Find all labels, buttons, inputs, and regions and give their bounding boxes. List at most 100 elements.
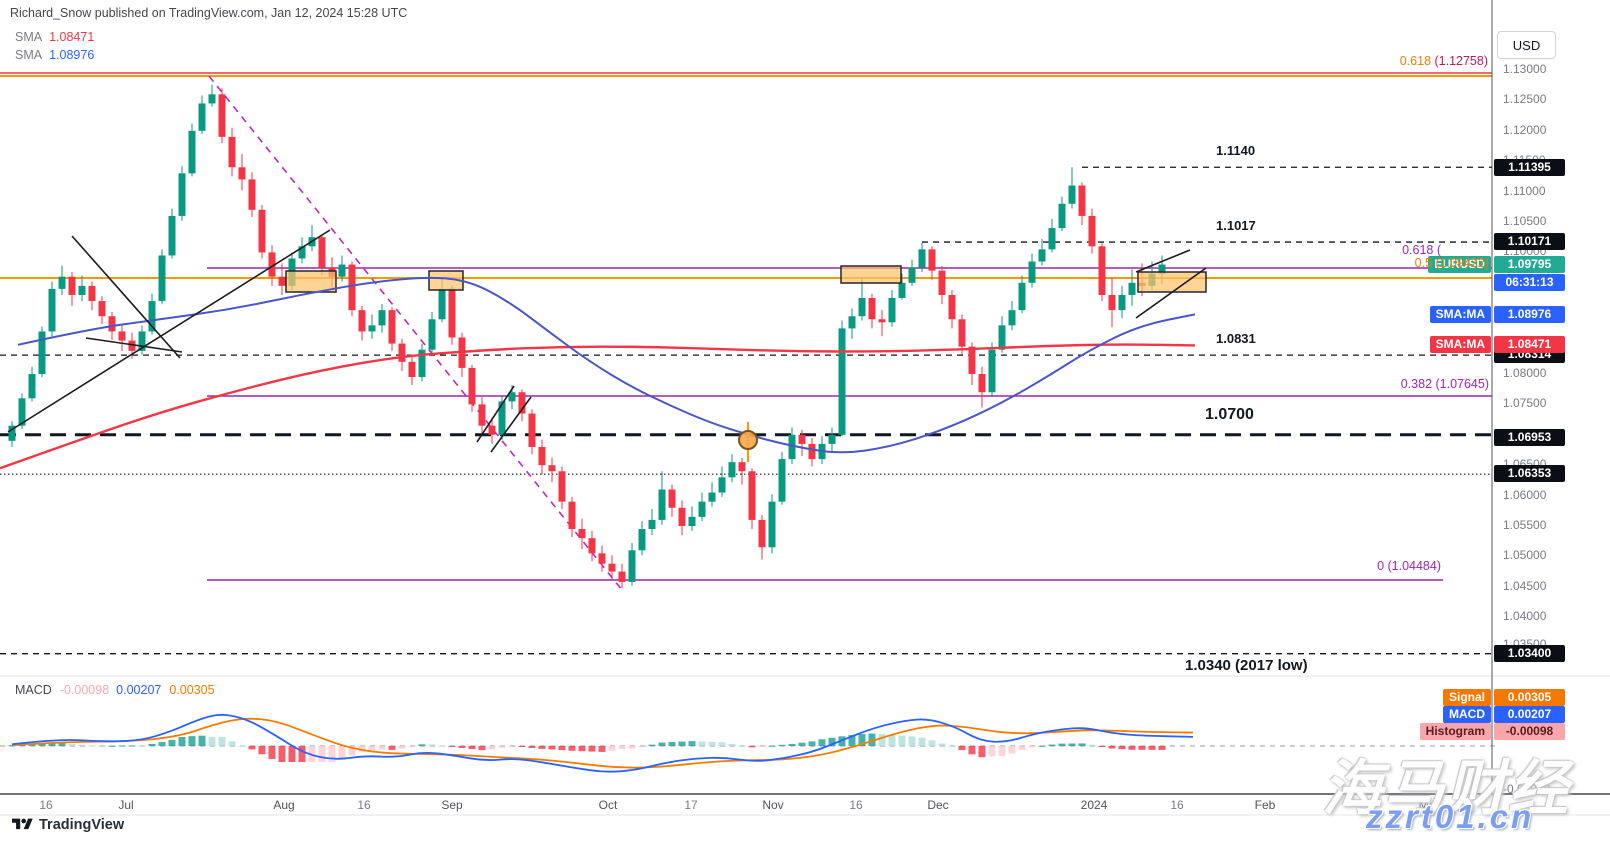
candle-body: [648, 519, 656, 530]
candle-body: [108, 316, 116, 332]
macd-histogram-bar: [808, 741, 816, 746]
macd-histogram-bar: [748, 746, 756, 748]
candle-body: [908, 267, 916, 283]
macd-histogram-bar: [188, 736, 196, 746]
macd-histogram-bar: [708, 741, 716, 746]
price-tick: 1.07500: [1503, 396, 1547, 411]
time-tick: Mar: [1418, 798, 1440, 812]
time-tick: 17: [684, 798, 698, 812]
candle-body: [558, 471, 566, 502]
publish-header: Richard_Snow published on TradingView.co…: [10, 6, 408, 20]
candle-body: [738, 462, 746, 472]
macd-value-label: -0.00098: [1494, 723, 1565, 740]
macd-histogram-bar: [778, 744, 786, 746]
candle-body: [28, 374, 36, 399]
macd-histogram-bar: [718, 742, 726, 746]
macd-histogram-bar: [38, 743, 46, 746]
macd-name-label: MACD: [1443, 706, 1491, 723]
macd-histogram-bar: [678, 741, 686, 746]
candle-body: [258, 209, 266, 253]
time-tick: 16: [849, 798, 863, 812]
candle-body: [468, 367, 476, 405]
macd-histogram-bar: [398, 746, 406, 749]
macd-histogram-bar: [1078, 743, 1086, 746]
candle-body: [128, 340, 136, 351]
candle-body: [348, 264, 356, 311]
candle-body: [188, 130, 196, 174]
macd-signal-value: 0.00305: [169, 683, 215, 697]
candle-body: [488, 425, 496, 435]
macd-histogram-bar: [1058, 743, 1066, 746]
candle-body: [548, 465, 556, 472]
candle-body: [178, 173, 186, 216]
candle-body: [918, 249, 926, 268]
sma-label: SMA: [15, 48, 43, 62]
watermark-url: zzrt01.cn: [1366, 798, 1535, 835]
macd-histogram-bar: [158, 742, 166, 746]
time-tick: 16: [39, 798, 53, 812]
macd-histogram-bar: [78, 744, 86, 746]
candle-body: [218, 94, 226, 137]
macd-histogram-bar: [248, 746, 256, 750]
fib-label: 0.618 (: [1402, 243, 1441, 257]
macd-histogram-bar: [1048, 744, 1056, 746]
macd-histogram-bar: [68, 744, 76, 746]
price-tick: 1.05500: [1503, 518, 1547, 532]
macd-histogram-bar: [1148, 746, 1156, 750]
candle-body: [418, 349, 426, 378]
macd-hist-value: -0.00098: [59, 683, 110, 697]
candle-body: [748, 471, 756, 520]
candle-body: [888, 298, 896, 323]
macd-histogram-bar: [378, 746, 386, 750]
candle-body: [698, 501, 706, 517]
macd-histogram-bar: [588, 746, 596, 752]
macd-label: MACD: [15, 683, 52, 697]
macd-histogram-bar: [478, 746, 486, 751]
level-annotation: 1.0340 (2017 low): [1185, 656, 1308, 674]
macd-histogram-bar: [338, 746, 346, 760]
macd-histogram-bar: [518, 746, 526, 747]
candle-body: [788, 434, 796, 460]
macd-histogram-bar: [388, 746, 396, 750]
macd-histogram-bar: [368, 746, 376, 751]
macd-histogram-bar: [868, 733, 876, 746]
macd-histogram-bar: [1028, 746, 1036, 748]
candle-body: [638, 529, 646, 551]
macd-histogram-bar: [178, 737, 186, 746]
macd-histogram-bar: [268, 746, 276, 760]
macd-histogram-bar: [998, 746, 1006, 756]
candle-body: [538, 446, 546, 466]
candle-body: [998, 325, 1006, 350]
macd-histogram-bar: [888, 734, 896, 746]
price-tick: 1.12500: [1503, 92, 1547, 107]
candle-body: [388, 310, 396, 344]
macd-histogram-bar: [598, 746, 606, 752]
macd-histogram-bar: [418, 744, 426, 746]
series-name-label: SMA:MA: [1429, 305, 1491, 323]
price-level-label: 1.06953: [1494, 428, 1565, 446]
macd-histogram-bar: [438, 745, 446, 747]
macd-legend[interactable]: MACD -0.00098 0.00207 0.00305: [15, 683, 215, 697]
candle-body: [88, 285, 96, 302]
macd-histogram-bar: [948, 745, 956, 747]
sma-legend-2[interactable]: SMA 1.08976: [15, 48, 94, 62]
candle-body: [448, 288, 456, 338]
macd-histogram-bar: [328, 746, 336, 762]
price-tick: 1.06000: [1503, 487, 1547, 502]
macd-histogram-bar: [238, 745, 246, 747]
macd-histogram-bar: [828, 737, 836, 746]
sma-legend-1[interactable]: SMA 1.08471: [15, 30, 94, 44]
candle-body: [508, 392, 516, 402]
currency-toggle-usd[interactable]: USD: [1497, 31, 1556, 59]
candle-body: [1068, 185, 1076, 204]
macd-histogram-bar: [758, 746, 766, 747]
macd-histogram-bar: [148, 743, 156, 746]
macd-histogram-bar: [918, 737, 926, 746]
candle-body: [718, 477, 726, 493]
tradingview-logo[interactable]: TradingView: [12, 815, 124, 834]
macd-histogram-bar: [638, 746, 646, 747]
candle-body: [588, 538, 596, 554]
candle-body: [68, 276, 76, 295]
